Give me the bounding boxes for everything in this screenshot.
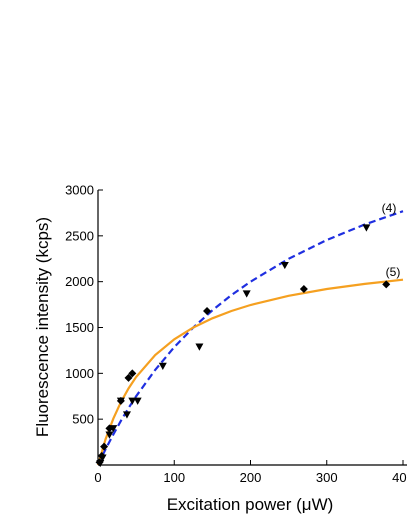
data-point — [133, 397, 142, 405]
data-point — [105, 431, 114, 439]
fit-line — [97, 210, 404, 466]
data-point — [280, 261, 289, 270]
data-point — [100, 442, 109, 451]
data-point — [95, 458, 104, 467]
y-tick-label: 2000 — [65, 274, 94, 289]
data-point — [116, 396, 125, 405]
x-tick-label: 200 — [240, 470, 262, 485]
y-axis-label: Fluorescence intensity (kcps) — [33, 217, 52, 437]
fit-line — [96, 278, 404, 466]
data-point — [299, 285, 308, 293]
data-point — [158, 362, 167, 370]
annotation: (4) — [382, 201, 397, 215]
data-point — [105, 424, 114, 433]
data-point — [203, 307, 212, 315]
x-tick-label: 300 — [316, 470, 338, 485]
data-point — [122, 411, 131, 419]
y-tick-label: 3000 — [65, 183, 94, 198]
y-tick-label: 1500 — [65, 320, 94, 335]
data-point — [128, 369, 137, 378]
data-point — [97, 451, 106, 460]
x-axis-label: Excitation power (μW) — [167, 495, 334, 514]
data-point — [382, 280, 391, 289]
data-point — [242, 290, 251, 298]
data-point — [362, 224, 371, 232]
x-tick-label: 0 — [94, 470, 101, 485]
y-tick-label: 500 — [72, 412, 94, 427]
annotation: (5) — [386, 265, 401, 279]
x-tick-label: 400 — [392, 470, 407, 485]
y-tick-label: 2500 — [65, 228, 94, 243]
data-point — [195, 343, 204, 351]
y-tick-label: 1000 — [65, 366, 94, 381]
x-tick-label: 100 — [163, 470, 185, 485]
data-point — [124, 373, 133, 382]
data-point — [128, 397, 137, 405]
